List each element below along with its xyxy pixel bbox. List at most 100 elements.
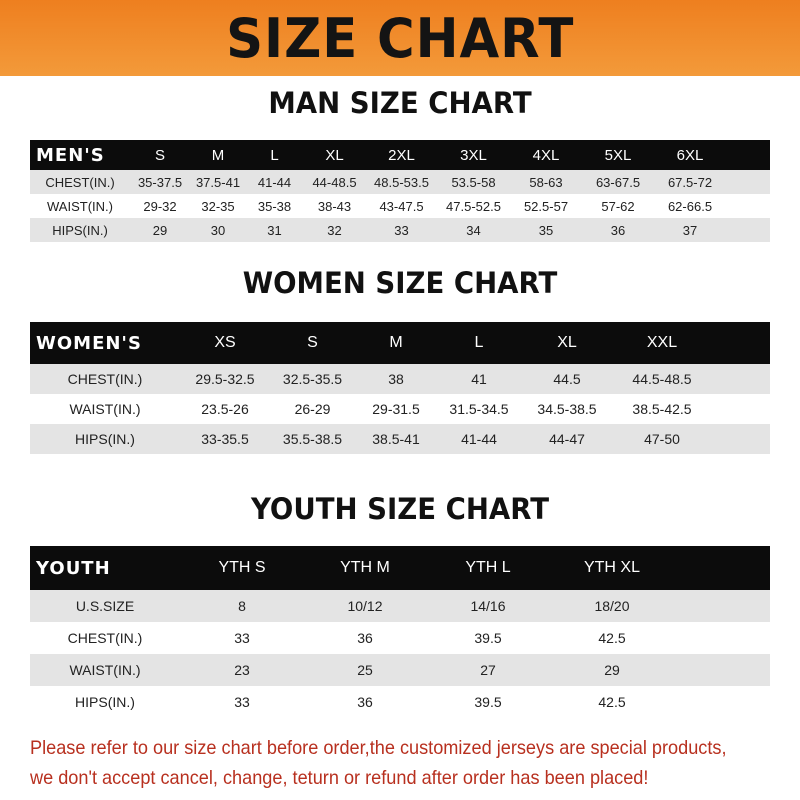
table-cell: 42.5	[598, 694, 626, 710]
table-cell: S	[154, 146, 165, 164]
table-cell: M	[389, 334, 403, 351]
table-cell: 38-43	[317, 198, 352, 214]
table-cell: 44.5-48.5	[632, 371, 692, 387]
table-cell: L	[474, 334, 484, 351]
table-cell: 32.5-35.5	[282, 371, 343, 387]
table-cell: YTH L	[465, 559, 511, 576]
women-size-table: WOMEN'S XS S M L XL XXL CHEST(IN.) 29.5-32.5 32.5…	[30, 322, 770, 454]
row-label: HIPS(IN.)	[75, 431, 135, 447]
table-cell: 32	[327, 222, 342, 238]
table-header-row: YOUTH YTH S YTH M YTH L YTH XL	[30, 546, 770, 590]
table-cell: 35	[538, 222, 554, 238]
table-cell: 32-35	[201, 198, 235, 214]
table-cell: L	[270, 146, 279, 164]
row-label: CHEST(IN.)	[45, 174, 115, 190]
table-cell: 53.5-58	[451, 174, 496, 190]
table-cell: 36	[357, 630, 373, 646]
row-label: WOMEN'S	[36, 332, 142, 354]
table-cell: 31	[267, 222, 282, 238]
table-cell: 41-44	[257, 174, 292, 190]
men-section-title: MAN SIZE CHART	[268, 86, 532, 120]
table-cell: 44.5	[553, 371, 581, 387]
table-row: WAIST(IN.) 23.5-26 26-29 29-31.5 31.5-34.5 34…	[30, 394, 770, 424]
table-cell: 36	[357, 694, 373, 710]
table-cell: 29	[152, 222, 168, 238]
table-row: HIPS(IN.) 33-35.5 35.5-38.5 38.5-41 41-44 44-…	[30, 424, 770, 454]
banner: SIZE CHART	[0, 0, 800, 76]
table-cell: 34	[466, 222, 481, 238]
table-cell: 57-62	[601, 198, 635, 214]
table-row: CHEST(IN.) 35-37.5 37.5-41 41-44 44-48.5 48.5…	[30, 170, 770, 194]
notice-line-1: Please refer to our size chart before or…	[30, 737, 727, 759]
table-cell: 39.5	[474, 630, 502, 646]
table-cell: 4XL	[532, 146, 560, 164]
order-notice: Please refer to our size chart before or…	[30, 733, 737, 793]
table-cell: 33	[234, 630, 250, 646]
table-cell: 37.5-41	[195, 174, 241, 190]
table-cell: 2XL	[388, 146, 415, 164]
table-cell: YTH XL	[583, 559, 640, 576]
table-cell: 52.5-57	[523, 198, 569, 214]
row-label: WAIST(IN.)	[47, 198, 113, 214]
row-label: HIPS(IN.)	[75, 694, 135, 710]
table-cell: 5XL	[604, 146, 632, 164]
table-header-row: MEN'S S M L XL 2XL 3XL 4XL 5XL 6XL	[30, 140, 770, 170]
row-label: U.S.SIZE	[75, 598, 135, 614]
table-cell: 23	[234, 662, 250, 678]
table-cell: 10/12	[347, 598, 383, 614]
table-cell: 3XL	[460, 146, 487, 164]
table-cell: 37	[682, 222, 698, 238]
table-cell: 47-50	[644, 431, 680, 447]
table-row: CHEST(IN.) 29.5-32.5 32.5-35.5 38 41 44.5 44.5…	[30, 364, 770, 394]
table-cell: 44-48.5	[312, 174, 357, 190]
table-cell: 63-67.5	[595, 174, 641, 190]
table-cell: 29-31.5	[372, 401, 420, 417]
table-cell: 6XL	[676, 146, 704, 164]
table-row: CHEST(IN.) 33 36 39.5 42.5	[30, 622, 770, 654]
table-cell: XXL	[646, 334, 678, 351]
table-cell: 39.5	[474, 694, 502, 710]
table-cell: 48.5-53.5	[374, 174, 429, 190]
table-cell: 41-44	[461, 431, 497, 447]
women-section-title: WOMEN SIZE CHART	[242, 266, 558, 300]
table-cell: XS	[214, 334, 236, 351]
table-cell: 26-29	[294, 401, 331, 417]
table-row: HIPS(IN.) 29 30 31 32 33 34 35 36 37	[30, 218, 770, 242]
table-cell: 33	[234, 694, 250, 710]
table-cell: 35-38	[257, 198, 292, 214]
table-row: HIPS(IN.) 33 36 39.5 42.5	[30, 686, 770, 718]
table-cell: 33	[394, 222, 409, 238]
table-cell: 44-47	[549, 431, 585, 447]
row-label: HIPS(IN.)	[52, 222, 108, 238]
table-cell: 30	[210, 222, 226, 238]
table-row: U.S.SIZE 8 10/12 14/16 18/20	[30, 590, 770, 622]
table-cell: M	[211, 146, 225, 164]
main-title: SIZE CHART	[225, 6, 575, 70]
table-cell: 47.5-52.5	[446, 198, 501, 214]
table-cell: 41	[471, 371, 487, 387]
table-cell: 43-47.5	[379, 198, 424, 214]
table-cell: XL	[557, 334, 577, 351]
table-cell: 67.5-72	[667, 174, 713, 190]
men-size-table: MEN'S S M L XL 2XL 3XL 4XL 5XL 6XL CHEST(IN.) 35-37…	[30, 140, 770, 242]
table-cell: 35-37.5	[137, 174, 183, 190]
youth-section-title: YOUTH SIZE CHART	[250, 492, 550, 526]
row-label: WAIST(IN.)	[69, 401, 141, 417]
table-cell: 29	[604, 662, 620, 678]
table-cell: 8	[238, 598, 246, 614]
row-label: YOUTH	[36, 557, 111, 579]
table-cell: 42.5	[598, 630, 626, 646]
table-cell: 25	[357, 662, 373, 678]
table-cell: 31.5-34.5	[449, 401, 509, 417]
table-cell: YTH S	[218, 559, 266, 576]
table-cell: 58-63	[529, 174, 563, 190]
row-label: WAIST(IN.)	[69, 662, 141, 678]
table-cell: 14/16	[470, 598, 506, 614]
table-cell: 62-66.5	[667, 198, 713, 214]
table-cell: S	[307, 334, 318, 351]
table-cell: 38.5-42.5	[632, 401, 692, 417]
table-cell: 23.5-26	[201, 401, 249, 417]
table-cell: 29.5-32.5	[195, 371, 255, 387]
table-row: WAIST(IN.) 29-32 32-35 35-38 38-43 43-47.5 47.…	[30, 194, 770, 218]
row-label: CHEST(IN.)	[67, 371, 143, 387]
